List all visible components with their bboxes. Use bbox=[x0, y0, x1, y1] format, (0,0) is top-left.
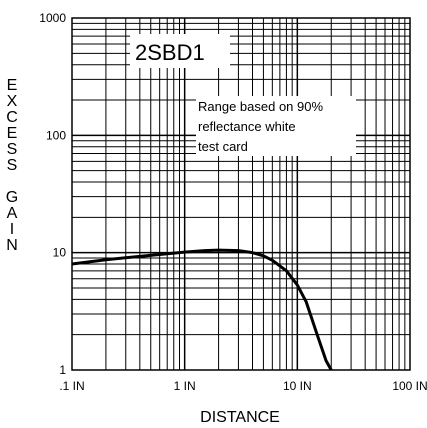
gain-curve bbox=[71, 248, 333, 371]
y-axis-title-letter: G bbox=[6, 189, 18, 206]
chart-grid bbox=[71, 17, 411, 371]
x-tick-label: 100 IN bbox=[392, 379, 427, 393]
annotation-line-3: test card bbox=[198, 139, 248, 154]
annotation-line-1: Range based on 90% bbox=[198, 99, 323, 114]
y-axis-title-letter: X bbox=[7, 93, 18, 110]
y-tick-label: 100 bbox=[46, 128, 66, 142]
x-tick-label: 1 IN bbox=[174, 379, 196, 393]
x-tick-label: .1 IN bbox=[59, 379, 84, 393]
curve-layer bbox=[71, 248, 333, 371]
y-axis-title-letter: S bbox=[7, 157, 18, 174]
tick-labels: .1 IN 1 IN 10 IN 100 IN 1 10 100 1000 bbox=[39, 11, 427, 393]
chart-title-box bbox=[130, 34, 230, 68]
annotation-line-2: reflectance white bbox=[198, 119, 296, 134]
y-axis-title-letter: E bbox=[7, 125, 18, 142]
chart-title: 2SBD1 bbox=[135, 40, 205, 65]
y-tick-label: 1 bbox=[59, 363, 66, 377]
annotation-box bbox=[196, 96, 356, 156]
y-axis-title-letter: A bbox=[7, 205, 18, 222]
x-axis-title: DISTANCE bbox=[200, 409, 280, 426]
y-axis-title-letter: C bbox=[6, 109, 18, 126]
y-axis-title-letter: I bbox=[10, 221, 14, 238]
y-axis-title-letter: S bbox=[7, 141, 18, 158]
y-tick-label: 1000 bbox=[39, 11, 66, 25]
y-axis-title-letter: N bbox=[6, 237, 18, 254]
x-tick-label: 10 IN bbox=[283, 379, 312, 393]
y-axis-title-letter: E bbox=[7, 77, 18, 94]
plot-frame bbox=[71, 17, 411, 371]
y-tick-label: 10 bbox=[53, 246, 67, 260]
